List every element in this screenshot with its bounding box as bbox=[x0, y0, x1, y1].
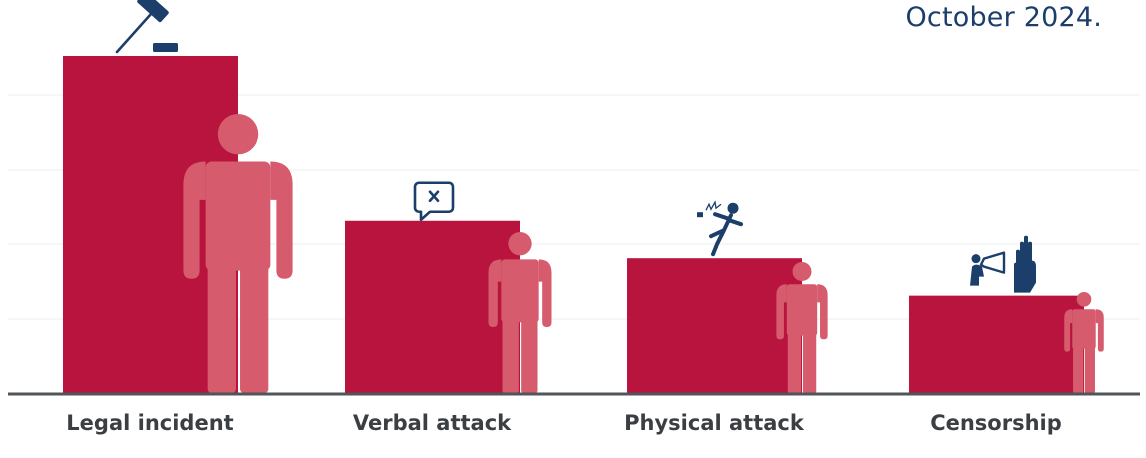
bar bbox=[627, 258, 802, 393]
figure-torso bbox=[501, 259, 539, 323]
kick-head bbox=[727, 202, 739, 214]
gavel-block bbox=[153, 43, 178, 52]
figure-right-arm bbox=[817, 284, 828, 340]
figure-left-leg bbox=[787, 333, 802, 394]
bar-group: Physical attack bbox=[624, 200, 828, 435]
category-label: Physical attack bbox=[624, 411, 805, 435]
gavel-icon bbox=[115, 0, 178, 54]
figure-left-arm bbox=[776, 284, 787, 340]
figure-head bbox=[1076, 292, 1092, 307]
figure-right-leg bbox=[802, 333, 817, 394]
gavel-handle bbox=[115, 12, 153, 54]
gavel-head bbox=[137, 0, 169, 23]
date-caption: October 2024. bbox=[905, 2, 1102, 33]
figure-torso bbox=[205, 161, 271, 271]
speech-bubble-x-icon bbox=[413, 181, 455, 222]
category-label: Verbal attack bbox=[353, 411, 512, 435]
kick-body bbox=[709, 212, 743, 257]
figure-right-arm bbox=[538, 259, 552, 328]
person-kicked-icon bbox=[697, 200, 743, 257]
figure-left-arm bbox=[1064, 309, 1073, 352]
figure-left-leg bbox=[1073, 346, 1084, 393]
kick-fist bbox=[697, 212, 703, 218]
category-label: Legal incident bbox=[66, 411, 233, 435]
figure-torso bbox=[786, 284, 818, 336]
figure-left-arm bbox=[488, 259, 502, 328]
figure-torso bbox=[1072, 309, 1096, 349]
figure-right-leg bbox=[1084, 346, 1095, 393]
figure-right-arm bbox=[270, 161, 293, 279]
stop-hand bbox=[1014, 235, 1036, 293]
figure-head bbox=[792, 262, 812, 281]
megaphone bbox=[979, 251, 1006, 274]
figure-right-arm bbox=[1095, 309, 1104, 352]
figure-right-leg bbox=[521, 319, 538, 393]
bubble-x bbox=[428, 190, 440, 203]
person-figure bbox=[183, 114, 293, 394]
figure-left-leg bbox=[502, 319, 519, 393]
bar-group: Legal incident bbox=[63, 0, 293, 435]
figure-left-arm bbox=[183, 161, 206, 279]
bar bbox=[909, 295, 1084, 393]
figure-left-leg bbox=[207, 265, 236, 394]
bar-group: Censorship bbox=[909, 235, 1104, 435]
person-figure bbox=[776, 262, 828, 394]
kick-impact bbox=[705, 200, 722, 211]
bubble-outline bbox=[413, 181, 455, 222]
category-label: Censorship bbox=[930, 411, 1062, 435]
megaphone-hand-icon bbox=[970, 235, 1036, 293]
figure-head bbox=[508, 232, 532, 256]
figure-head bbox=[217, 114, 259, 155]
person-figure bbox=[1064, 292, 1104, 393]
bar-group: Verbal attack bbox=[345, 181, 552, 435]
figure-right-leg bbox=[240, 265, 269, 394]
censor-person-body bbox=[970, 264, 984, 286]
person-figure bbox=[488, 232, 552, 393]
censor-person-head bbox=[971, 254, 981, 264]
